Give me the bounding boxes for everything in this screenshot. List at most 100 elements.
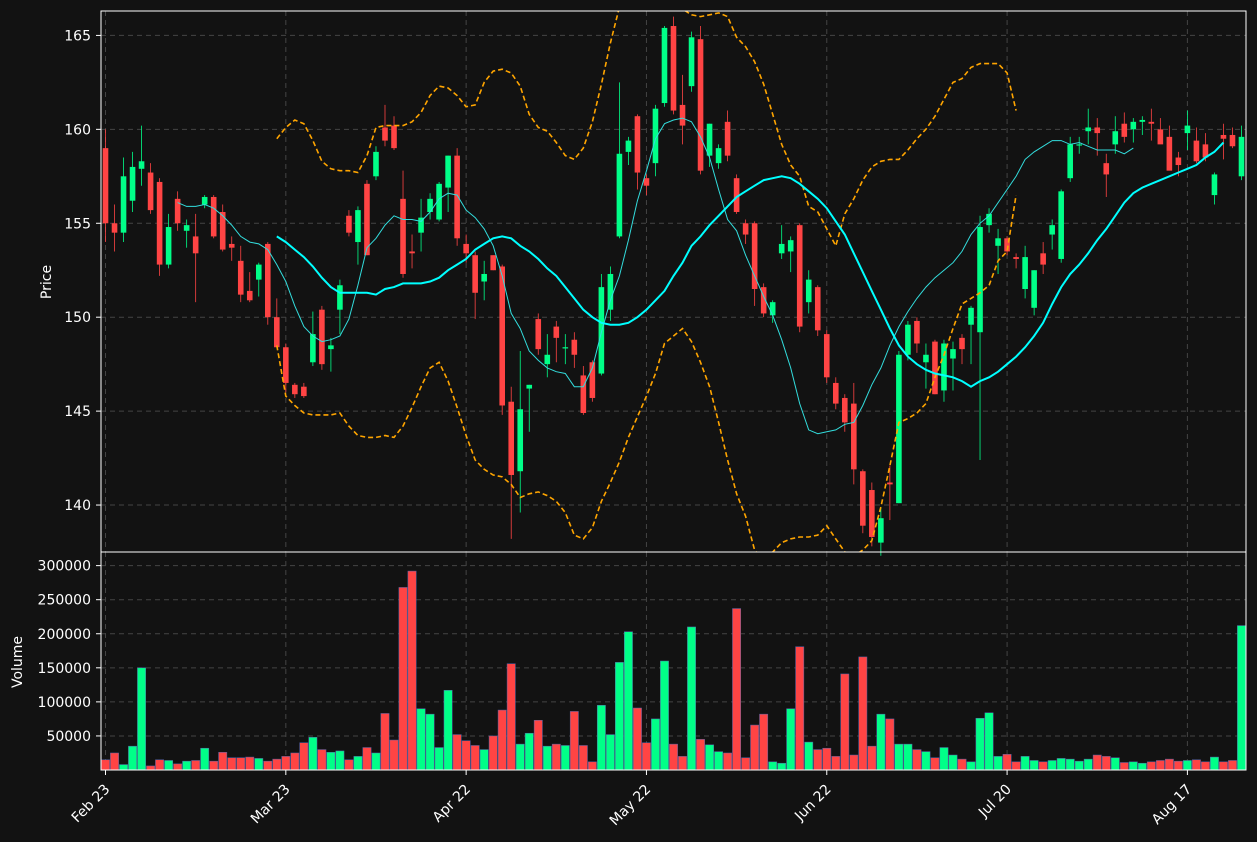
- volume-bar: [344, 759, 354, 771]
- volume-bar: [1183, 760, 1192, 771]
- volume-bar: [1137, 762, 1147, 771]
- candle-body: [589, 362, 596, 398]
- candle-body: [787, 240, 794, 252]
- candle-body: [688, 37, 695, 87]
- volume-bar: [1173, 760, 1183, 771]
- volume-bar: [885, 718, 895, 771]
- volume-bar: [245, 756, 255, 771]
- candle-body: [499, 266, 505, 406]
- volume-bar: [840, 673, 850, 771]
- volume-bar: [1002, 754, 1012, 771]
- volume-panel-frame: [100, 551, 1247, 771]
- candle-body: [472, 255, 478, 293]
- candle-body: [742, 223, 749, 235]
- candle-body: [805, 279, 812, 303]
- candle-body: [508, 401, 515, 475]
- volume-bar: [786, 708, 796, 771]
- volume-bar: [479, 749, 489, 771]
- volume-bar: [461, 740, 471, 771]
- candle-body: [932, 341, 938, 395]
- candle-body: [751, 223, 758, 290]
- volume-bar: [1192, 759, 1201, 771]
- candle-body: [283, 347, 289, 383]
- candle-body: [905, 324, 911, 355]
- candle-body: [147, 172, 154, 211]
- volume-bar: [353, 756, 363, 771]
- volume-bar: [939, 747, 949, 771]
- candle-body: [1202, 144, 1209, 158]
- volume-bar: [560, 745, 570, 771]
- candle-body: [544, 354, 551, 365]
- candle-body: [796, 225, 803, 327]
- volume-bar: [119, 764, 128, 771]
- price-panel-grid: [101, 11, 1246, 552]
- volume-tick-label: 250000: [38, 593, 91, 609]
- volume-bar: [1101, 756, 1111, 771]
- candle-body: [661, 27, 668, 104]
- candle-body: [652, 108, 659, 164]
- volume-bar: [1092, 754, 1102, 771]
- candle-body: [1013, 257, 1019, 259]
- candle-body: [111, 223, 118, 233]
- volume-bar: [984, 712, 994, 771]
- candle-body: [571, 339, 578, 355]
- candle-body: [1040, 253, 1046, 265]
- volume-tick-label: 50000: [46, 729, 91, 745]
- indicator-lines: [177, 11, 1225, 552]
- volume-bar: [1210, 756, 1219, 771]
- candle-body: [823, 334, 830, 378]
- volume-bar: [290, 752, 300, 771]
- volume-bar: [1164, 758, 1174, 771]
- candle-body: [580, 375, 587, 413]
- candle-body: [192, 236, 199, 254]
- candle-body: [156, 181, 163, 265]
- candle-body: [679, 104, 686, 126]
- candle-body: [959, 337, 965, 350]
- volume-bar: [551, 743, 561, 771]
- volume-bar: [912, 749, 922, 771]
- candle-body: [634, 116, 641, 173]
- candle-body: [986, 213, 992, 226]
- candle-body: [445, 155, 451, 188]
- volume-bar: [200, 747, 210, 771]
- volume-panel-marks: [101, 570, 1246, 771]
- volume-bar: [101, 759, 110, 771]
- price-tick-label: 155: [64, 216, 91, 232]
- volume-bar: [524, 732, 534, 771]
- volume-bar: [497, 709, 507, 771]
- candle-body: [481, 273, 487, 282]
- candle-body: [977, 227, 983, 333]
- candle-body: [535, 319, 542, 350]
- candle-body: [1238, 136, 1245, 177]
- candle-body: [319, 309, 325, 365]
- candle-body: [923, 354, 929, 363]
- volume-bar: [687, 626, 696, 771]
- candle-body: [463, 243, 469, 254]
- volume-bar: [696, 739, 705, 771]
- volume-bar: [434, 747, 444, 771]
- volume-bar: [128, 745, 137, 771]
- price-tick-label: 150: [64, 310, 91, 326]
- candle-body: [607, 273, 614, 310]
- volume-bar: [651, 718, 660, 771]
- volume-bar: [596, 705, 606, 771]
- volume-bar: [777, 762, 787, 771]
- volume-bar: [137, 667, 146, 771]
- candle-body: [1184, 125, 1191, 134]
- candle-body: [237, 260, 244, 295]
- volume-tick-label: 150000: [38, 661, 91, 677]
- volume-bar: [822, 747, 832, 771]
- volume-bar: [741, 757, 751, 771]
- candle-body: [643, 178, 650, 186]
- candle-body: [814, 287, 821, 331]
- volume-bar: [173, 763, 183, 771]
- candle-body: [391, 125, 397, 149]
- candle-body: [706, 123, 713, 156]
- volume-bar: [669, 743, 678, 771]
- volume-bar: [1083, 758, 1093, 771]
- volume-bar: [416, 708, 426, 771]
- candle-body: [301, 386, 307, 397]
- candle-body: [598, 287, 605, 374]
- candle-body: [760, 287, 767, 314]
- volume-bar: [1074, 760, 1084, 771]
